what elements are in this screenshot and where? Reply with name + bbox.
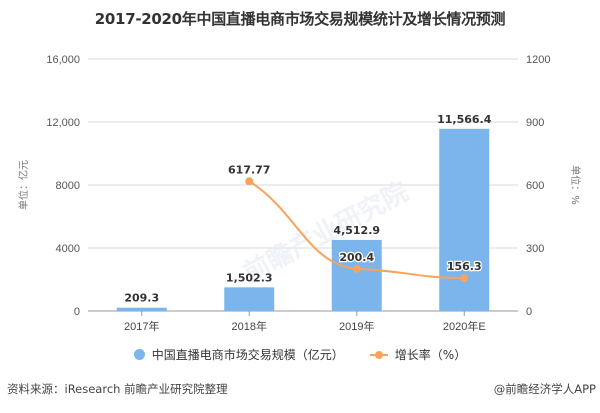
y-tick-left: 0 [74,306,80,318]
circle-marker-icon [133,349,145,360]
bar[interactable] [116,307,167,311]
x-tick-label: 2020年E [443,319,486,333]
y-tick-left: 12,000 [46,117,80,129]
line-point[interactable] [352,264,361,273]
y-axis-left-title: 单位：亿元 [17,160,30,210]
line-value-label: 617.77 [228,163,270,176]
y-tick-left: 8000 [56,180,80,192]
footer: 资料来源：iResearch 前瞻产业研究院整理 @前瞻经济学人APP [7,381,596,397]
y-tick-left: 16,000 [46,54,80,66]
chart-title: 2017-2020年中国直播电商市场交易规模统计及增长情况预测 [94,10,506,28]
y-tick-left: 4000 [56,243,80,255]
line-value-label: 156.3 [447,260,482,273]
legend-item-line[interactable]: 增长率（%） [369,346,467,363]
bar-value-label: 209.3 [124,292,159,305]
bar-value-label: 1,502.3 [226,271,273,284]
chart-plot: 0 0 4000 300 8000 600 12,000 900 16,000 1200 单位：亿元… [17,54,582,333]
y-tick-right: 300 [526,243,544,255]
y-tick-right: 600 [526,180,544,192]
line-point[interactable] [460,274,469,283]
legend-item-bar[interactable]: 中国直播电商市场交易规模（亿元） [133,346,344,363]
x-tick-label: 2018年 [232,319,267,333]
legend-line-label: 增长率（%） [394,348,467,362]
legend-bar-label: 中国直播电商市场交易规模（亿元） [151,348,344,362]
bar[interactable] [439,128,490,311]
y-tick-right: 0 [526,306,532,318]
bar[interactable] [331,239,382,311]
x-tick-label: 2019年 [339,319,374,333]
line-value-label: 200.4 [339,251,374,264]
bar[interactable] [224,287,275,311]
y-tick-right: 900 [526,117,544,129]
y-tick-right: 1200 [526,54,550,66]
line-marker-icon [369,350,388,360]
credit-note: @前瞻经济学人APP [493,382,596,396]
x-tick-label: 2017年 [124,319,159,333]
line-point[interactable] [245,177,254,186]
legend: 中国直播电商市场交易规模（亿元） 增长率（%） [0,346,600,363]
y-axis-right-title: 单位：% [569,165,582,205]
source-note: 资料来源：iResearch 前瞻产业研究院整理 [7,382,228,396]
bar-value-label: 11,566.4 [437,113,492,126]
bar-value-label: 4,512.9 [333,224,380,237]
